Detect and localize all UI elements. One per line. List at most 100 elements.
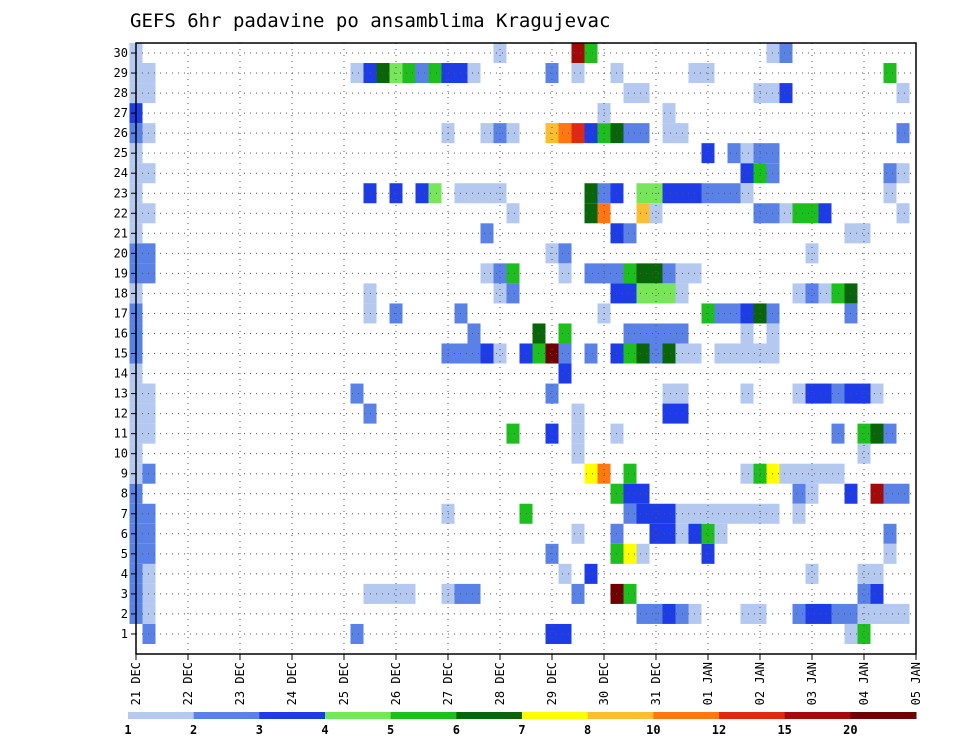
heatmap-cell bbox=[883, 423, 897, 444]
heatmap-cell bbox=[480, 183, 494, 204]
heatmap-cell bbox=[662, 103, 676, 124]
heatmap-cell bbox=[506, 423, 520, 444]
heatmap-cell bbox=[467, 183, 481, 204]
heatmap-cell bbox=[662, 603, 676, 624]
y-axis: 1234567891011121314151617181920212223242… bbox=[114, 46, 136, 641]
heatmap-cell bbox=[857, 443, 871, 464]
x-tick-label: 26 DEC bbox=[389, 662, 403, 705]
heatmap-cell bbox=[792, 463, 806, 484]
y-tick-label: 26 bbox=[114, 126, 128, 140]
legend-label: 10 bbox=[646, 723, 660, 737]
heatmap-cell bbox=[662, 503, 676, 524]
heatmap-cell bbox=[857, 383, 871, 404]
heatmap-cell bbox=[896, 123, 910, 144]
heatmap-cell bbox=[350, 63, 364, 84]
heatmap-cell bbox=[779, 83, 793, 104]
heatmap-cell bbox=[623, 83, 637, 104]
heatmap-cell bbox=[714, 503, 728, 524]
legend-label: 20 bbox=[843, 723, 857, 737]
y-tick-label: 3 bbox=[121, 587, 128, 601]
heatmap-cell bbox=[805, 203, 819, 224]
y-tick-label: 4 bbox=[121, 567, 128, 581]
heatmap-cell bbox=[818, 383, 832, 404]
heatmap-cell bbox=[870, 483, 884, 504]
heatmap-cell bbox=[571, 123, 585, 144]
legend-swatch bbox=[193, 712, 260, 719]
legend-label: 12 bbox=[712, 723, 726, 737]
heatmap-cell bbox=[701, 503, 715, 524]
heatmap-cell bbox=[883, 603, 897, 624]
x-tick-label: 05 JAN bbox=[909, 662, 923, 705]
heatmap-cell bbox=[558, 123, 572, 144]
heatmap-cell bbox=[883, 63, 897, 84]
heatmap-cell bbox=[558, 263, 572, 284]
heatmap-cell bbox=[792, 383, 806, 404]
heatmap-cell bbox=[818, 603, 832, 624]
x-tick-label: 01 JAN bbox=[701, 662, 715, 705]
legend-swatch bbox=[128, 712, 195, 719]
heatmap-cell bbox=[740, 383, 754, 404]
heatmap-cell bbox=[493, 283, 507, 304]
heatmap-cell bbox=[662, 523, 676, 544]
y-tick-label: 28 bbox=[114, 86, 128, 100]
heatmap-cell bbox=[350, 383, 364, 404]
heatmap-cell bbox=[896, 163, 910, 184]
heatmap-cell bbox=[558, 563, 572, 584]
heatmap-cell bbox=[727, 183, 741, 204]
heatmap-cell bbox=[727, 303, 741, 324]
heatmap-cell bbox=[558, 363, 572, 384]
legend-label: 7 bbox=[518, 723, 525, 737]
heatmap-cell bbox=[402, 583, 416, 604]
heatmap-cell bbox=[649, 323, 663, 344]
heatmap-cell bbox=[428, 183, 442, 204]
heatmap-cell bbox=[662, 383, 676, 404]
y-tick-label: 2 bbox=[121, 607, 128, 621]
heatmap-cell bbox=[545, 343, 559, 364]
y-tick-label: 6 bbox=[121, 527, 128, 541]
heatmap-cell bbox=[727, 143, 741, 164]
legend-swatch bbox=[390, 712, 457, 719]
heatmap-cell bbox=[571, 63, 585, 84]
legend-swatch bbox=[259, 712, 326, 719]
heatmap-cell bbox=[662, 183, 676, 204]
heatmap-cell bbox=[714, 183, 728, 204]
heatmap-cell bbox=[623, 463, 637, 484]
y-tick-label: 7 bbox=[121, 507, 128, 521]
legend-swatch bbox=[653, 712, 720, 719]
x-tick-label: 27 DEC bbox=[441, 662, 455, 705]
x-tick-label: 24 DEC bbox=[285, 662, 299, 705]
heatmap-cell bbox=[493, 43, 507, 64]
x-tick-label: 02 JAN bbox=[753, 662, 767, 705]
heatmap-cell bbox=[740, 603, 754, 624]
heatmap-cell bbox=[623, 543, 637, 564]
heatmap-cell bbox=[896, 83, 910, 104]
heatmap-cell bbox=[467, 343, 481, 364]
legend-swatch bbox=[587, 712, 654, 719]
heatmap-cell bbox=[727, 343, 741, 364]
heatmap-cell bbox=[662, 403, 676, 424]
legend-swatch bbox=[325, 712, 392, 719]
heatmap-cell bbox=[792, 503, 806, 524]
heatmap-cell bbox=[870, 603, 884, 624]
y-tick-label: 11 bbox=[114, 427, 128, 441]
legend-label: 2 bbox=[190, 723, 197, 737]
heatmap-cell bbox=[649, 343, 663, 364]
heatmap-cell bbox=[805, 383, 819, 404]
heatmap-cell bbox=[636, 83, 650, 104]
heatmap-cell bbox=[558, 243, 572, 264]
x-tick-label: 22 DEC bbox=[181, 662, 195, 705]
heatmap-cell bbox=[636, 123, 650, 144]
heatmap-cell bbox=[636, 183, 650, 204]
heatmap-cell bbox=[558, 623, 572, 644]
heatmap-cell bbox=[857, 583, 871, 604]
heatmap-cell bbox=[740, 323, 754, 344]
plot-frame bbox=[135, 42, 917, 655]
grid-lines bbox=[136, 43, 916, 654]
heatmap-cell bbox=[467, 583, 481, 604]
heatmap-cell bbox=[558, 323, 572, 344]
heatmap-cell bbox=[467, 63, 481, 84]
legend-swatch bbox=[522, 712, 589, 719]
heatmap-cell bbox=[792, 483, 806, 504]
heatmap-cell bbox=[870, 583, 884, 604]
